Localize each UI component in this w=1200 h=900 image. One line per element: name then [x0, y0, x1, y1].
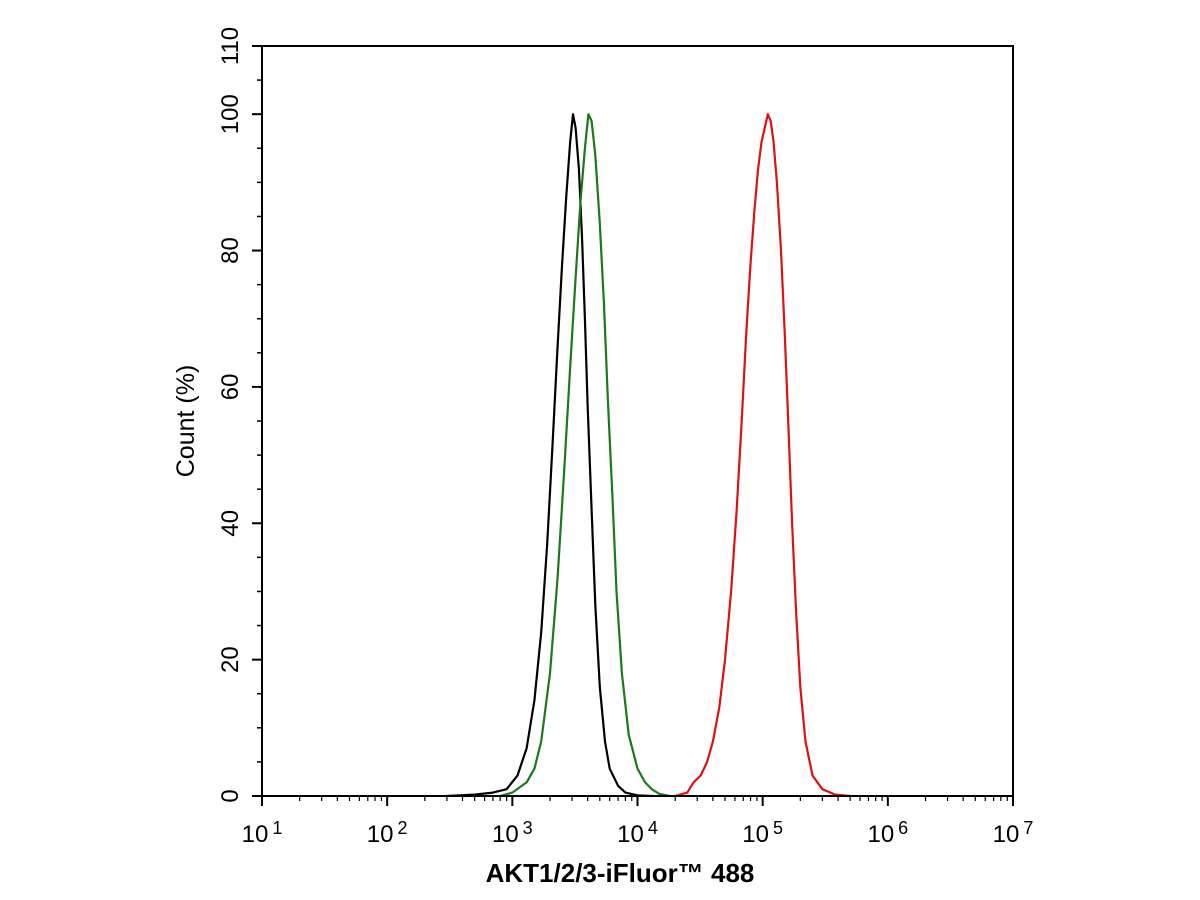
- x-tick-label: 10 7: [993, 818, 1034, 848]
- x-tick-base: 10: [492, 821, 519, 848]
- x-tick-label: 10 6: [867, 818, 908, 848]
- x-tick-base: 10: [742, 821, 769, 848]
- x-tick-exponent: 1: [272, 818, 282, 838]
- y-tick-label: 40: [217, 510, 244, 537]
- x-axis-title: AKT1/2/3-iFluor™ 488: [486, 858, 755, 888]
- plot-frame: [261, 45, 1014, 797]
- x-tick-label: 10 1: [242, 818, 283, 848]
- x-axis-ticks: 10 1 10 2 10 3 10 4 10 5 10 6 10 7: [242, 796, 1034, 848]
- y-tick-label: 20: [217, 646, 244, 673]
- y-tick-label: 100: [217, 94, 244, 134]
- y-tick-label: 60: [217, 374, 244, 401]
- x-tick-base: 10: [617, 821, 644, 848]
- histogram-series-line-3: [674, 113, 852, 798]
- x-tick-base: 10: [367, 821, 394, 848]
- y-axis-ticks: 0 20 40 60 80 100 110: [217, 27, 262, 803]
- x-tick-exponent: 5: [773, 818, 783, 838]
- x-tick-exponent: 4: [648, 818, 658, 838]
- x-tick-label: 10 5: [742, 818, 783, 848]
- x-tick-label: 10 3: [492, 818, 533, 848]
- histogram-series-line-1: [445, 113, 653, 798]
- x-tick-label: 10 4: [617, 818, 658, 848]
- y-tick-label: 110: [217, 27, 244, 65]
- x-tick-exponent: 6: [898, 818, 908, 838]
- x-tick-exponent: 3: [523, 818, 533, 838]
- y-tick-label: 80: [217, 237, 244, 264]
- x-tick-base: 10: [867, 821, 894, 848]
- x-tick-base: 10: [242, 821, 269, 848]
- y-axis-title: Count (%): [172, 365, 200, 478]
- histogram-series-line-2: [499, 113, 671, 798]
- x-tick-exponent: 7: [1023, 818, 1033, 838]
- x-tick-base: 10: [993, 821, 1020, 848]
- x-tick-label: 10 2: [367, 818, 408, 848]
- y-tick-label: 0: [217, 789, 244, 802]
- x-tick-exponent: 2: [398, 818, 408, 838]
- series-layer: [445, 113, 852, 798]
